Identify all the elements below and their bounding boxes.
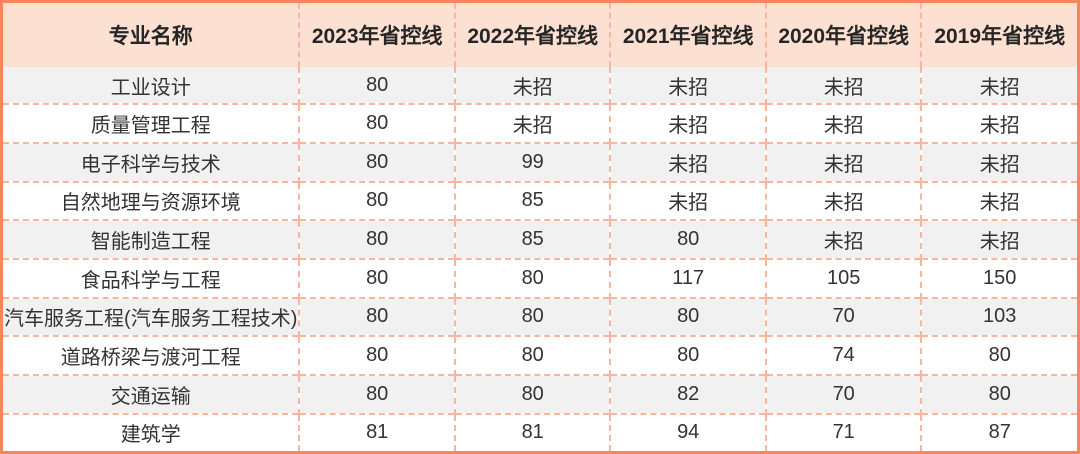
score-cell: 未招 xyxy=(920,180,1077,221)
table-row: 交通运输 80 80 82 70 80 xyxy=(3,373,1077,414)
table-row: 工业设计 80 未招 未招 未招 未招 xyxy=(3,67,1077,105)
score-cell: 150 xyxy=(920,257,1077,298)
score-cell: 70 xyxy=(764,373,922,414)
column-header-year: 2022年省控线 xyxy=(453,3,611,67)
major-name-cell: 质量管理工程 xyxy=(3,103,300,144)
score-cell: 80 xyxy=(609,335,766,375)
score-cell: 87 xyxy=(920,412,1077,451)
score-cell: 未招 xyxy=(920,103,1077,144)
score-cell: 71 xyxy=(764,412,922,451)
score-cell: 81 xyxy=(298,412,455,451)
major-name-cell: 汽车服务工程(汽车服务工程技术) xyxy=(3,296,300,337)
score-cell: 105 xyxy=(764,257,922,298)
score-cell: 80 xyxy=(920,373,1077,414)
column-header-year: 2023年省控线 xyxy=(298,3,455,67)
score-cell: 80 xyxy=(453,296,611,337)
major-name-cell: 电子科学与技术 xyxy=(3,142,300,182)
major-name-cell: 自然地理与资源环境 xyxy=(3,180,300,221)
score-cell: 未招 xyxy=(609,180,766,221)
score-cell: 未招 xyxy=(920,219,1077,259)
score-cell: 85 xyxy=(453,219,611,259)
major-name-cell: 交通运输 xyxy=(3,373,300,414)
score-cell: 未招 xyxy=(609,142,766,182)
score-cell: 82 xyxy=(609,373,766,414)
score-cell: 未招 xyxy=(764,142,922,182)
score-cell: 80 xyxy=(298,296,455,337)
column-header-year: 2020年省控线 xyxy=(764,3,922,67)
score-cell: 未招 xyxy=(764,219,922,259)
major-name-cell: 智能制造工程 xyxy=(3,219,300,259)
table-row: 电子科学与技术 80 99 未招 未招 未招 xyxy=(3,142,1077,182)
score-cell: 80 xyxy=(298,67,455,105)
score-cell: 未招 xyxy=(920,142,1077,182)
score-cell: 80 xyxy=(453,257,611,298)
header-row: 专业名称 2023年省控线 2022年省控线 2021年省控线 2020年省控线 2019… xyxy=(3,3,1077,67)
table-row: 智能制造工程 80 85 80 未招 未招 xyxy=(3,219,1077,259)
score-cell: 74 xyxy=(764,335,922,375)
score-cell: 99 xyxy=(453,142,611,182)
score-cell: 未招 xyxy=(453,103,611,144)
table-row: 建筑学 81 81 94 71 87 xyxy=(3,412,1077,451)
score-cell: 80 xyxy=(298,335,455,375)
column-header-year: 2021年省控线 xyxy=(609,3,766,67)
score-cell: 未招 xyxy=(453,67,611,105)
major-name-cell: 食品科学与工程 xyxy=(3,257,300,298)
score-cell: 80 xyxy=(609,219,766,259)
score-cell: 80 xyxy=(609,296,766,337)
score-cell: 80 xyxy=(298,373,455,414)
major-name-cell: 工业设计 xyxy=(3,67,300,105)
table-row: 道路桥梁与渡河工程 80 80 80 74 80 xyxy=(3,335,1077,375)
score-cell: 80 xyxy=(920,335,1077,375)
score-cell: 70 xyxy=(764,296,922,337)
score-cell: 未招 xyxy=(609,103,766,144)
admission-score-table: 专业名称 2023年省控线 2022年省控线 2021年省控线 2020年省控线 2019… xyxy=(3,3,1077,451)
score-cell: 80 xyxy=(453,335,611,375)
score-cell: 94 xyxy=(609,412,766,451)
score-cell: 未招 xyxy=(764,180,922,221)
major-name-cell: 道路桥梁与渡河工程 xyxy=(3,335,300,375)
score-cell: 80 xyxy=(298,257,455,298)
score-cell: 未招 xyxy=(764,103,922,144)
table-header: 专业名称 2023年省控线 2022年省控线 2021年省控线 2020年省控线 2019… xyxy=(3,3,1077,67)
table-row: 自然地理与资源环境 80 85 未招 未招 未招 xyxy=(3,180,1077,221)
score-cell: 未招 xyxy=(609,67,766,105)
score-cell: 80 xyxy=(298,103,455,144)
score-cell: 117 xyxy=(609,257,766,298)
column-header-major: 专业名称 xyxy=(3,3,300,67)
major-name-cell: 建筑学 xyxy=(3,412,300,451)
table-body: 工业设计 80 未招 未招 未招 未招 质量管理工程 80 未招 未招 未招 未招 电子科学与技术 80 9… xyxy=(3,67,1077,451)
table-row: 质量管理工程 80 未招 未招 未招 未招 xyxy=(3,103,1077,144)
score-cell: 85 xyxy=(453,180,611,221)
score-cell: 未招 xyxy=(920,67,1077,105)
score-cell: 80 xyxy=(453,373,611,414)
table-row: 汽车服务工程(汽车服务工程技术) 80 80 80 70 103 xyxy=(3,296,1077,337)
score-cell: 80 xyxy=(298,219,455,259)
column-header-year: 2019年省控线 xyxy=(920,3,1077,67)
score-cell: 未招 xyxy=(764,67,922,105)
score-cell: 103 xyxy=(920,296,1077,337)
table-row: 食品科学与工程 80 80 117 105 150 xyxy=(3,257,1077,298)
score-cell: 81 xyxy=(453,412,611,451)
score-cell: 80 xyxy=(298,142,455,182)
score-cell: 80 xyxy=(298,180,455,221)
